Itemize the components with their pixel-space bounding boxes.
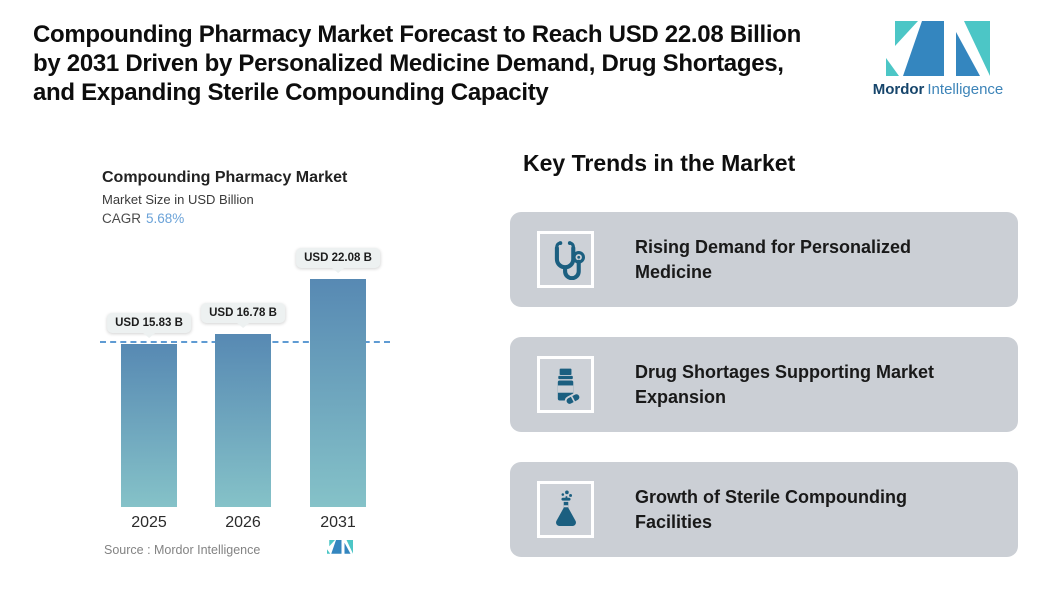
trend-card-label: Growth of Sterile Compounding Facilities (635, 486, 907, 532)
pill-bottle-icon (557, 368, 581, 405)
cagr-value: 5.68% (146, 211, 185, 226)
x-axis-label-2025: 2025 (131, 514, 167, 531)
trend-icon-tile (537, 231, 594, 288)
page-title-line-1: Compounding Pharmacy Market Forecast to … (33, 21, 801, 48)
bar-2025 (121, 343, 177, 507)
source-mini-logo-icon (327, 540, 353, 559)
page-title-line-2: by 2031 Driven by Personalized Medicine … (33, 50, 784, 77)
source-note: Source : Mordor Intelligence (104, 543, 261, 557)
chart-cagr: CAGR 5.68% (102, 211, 184, 226)
page-title-line-3: and Expanding Sterile Compounding Capaci… (33, 79, 549, 106)
trend-card-drug-shortages: Drug Shortages Supporting Market Expansi… (510, 337, 1018, 432)
page-title: Compounding Pharmacy Market Forecast to … (33, 20, 878, 107)
value-badge-2031: USD 22.08 B (296, 247, 380, 268)
trend-icon-tile (537, 481, 594, 538)
brand-wordmark: Mordor Intelligence (858, 81, 1018, 98)
bar-2026 (215, 333, 271, 507)
flask-icon (555, 490, 576, 526)
chart-subtitle: Market Size in USD Billion (102, 192, 254, 207)
trend-card-sterile-compounding: Growth of Sterile Compounding Facilities (510, 462, 1018, 557)
x-axis-label-2031: 2031 (320, 514, 356, 531)
chart-title: Compounding Pharmacy Market (102, 169, 348, 186)
stethoscope-icon (554, 240, 585, 280)
brand-logo (886, 21, 990, 82)
bar-chart: USD 15.83 B USD 16.78 B USD 22.08 B (100, 240, 390, 507)
x-axis-label-2026: 2026 (225, 514, 261, 531)
bar-2031 (310, 278, 366, 507)
value-badge-2025: USD 15.83 B (107, 312, 191, 333)
trend-card-personalized-medicine: Rising Demand for Personalized Medicine (510, 212, 1018, 307)
brand-mark-icon (886, 21, 990, 76)
trend-card-label: Drug Shortages Supporting Market Expansi… (635, 361, 935, 407)
brand-name-bold: Mordor (872, 81, 925, 98)
trend-card-label: Rising Demand for Personalized Medicine (635, 236, 912, 282)
trends-heading: Key Trends in the Market (523, 150, 796, 176)
value-badge-2026: USD 16.78 B (201, 302, 285, 323)
trend-icon-tile (537, 356, 594, 413)
cagr-label: CAGR (102, 211, 142, 226)
brand-name-light: Intelligence (927, 81, 1004, 98)
